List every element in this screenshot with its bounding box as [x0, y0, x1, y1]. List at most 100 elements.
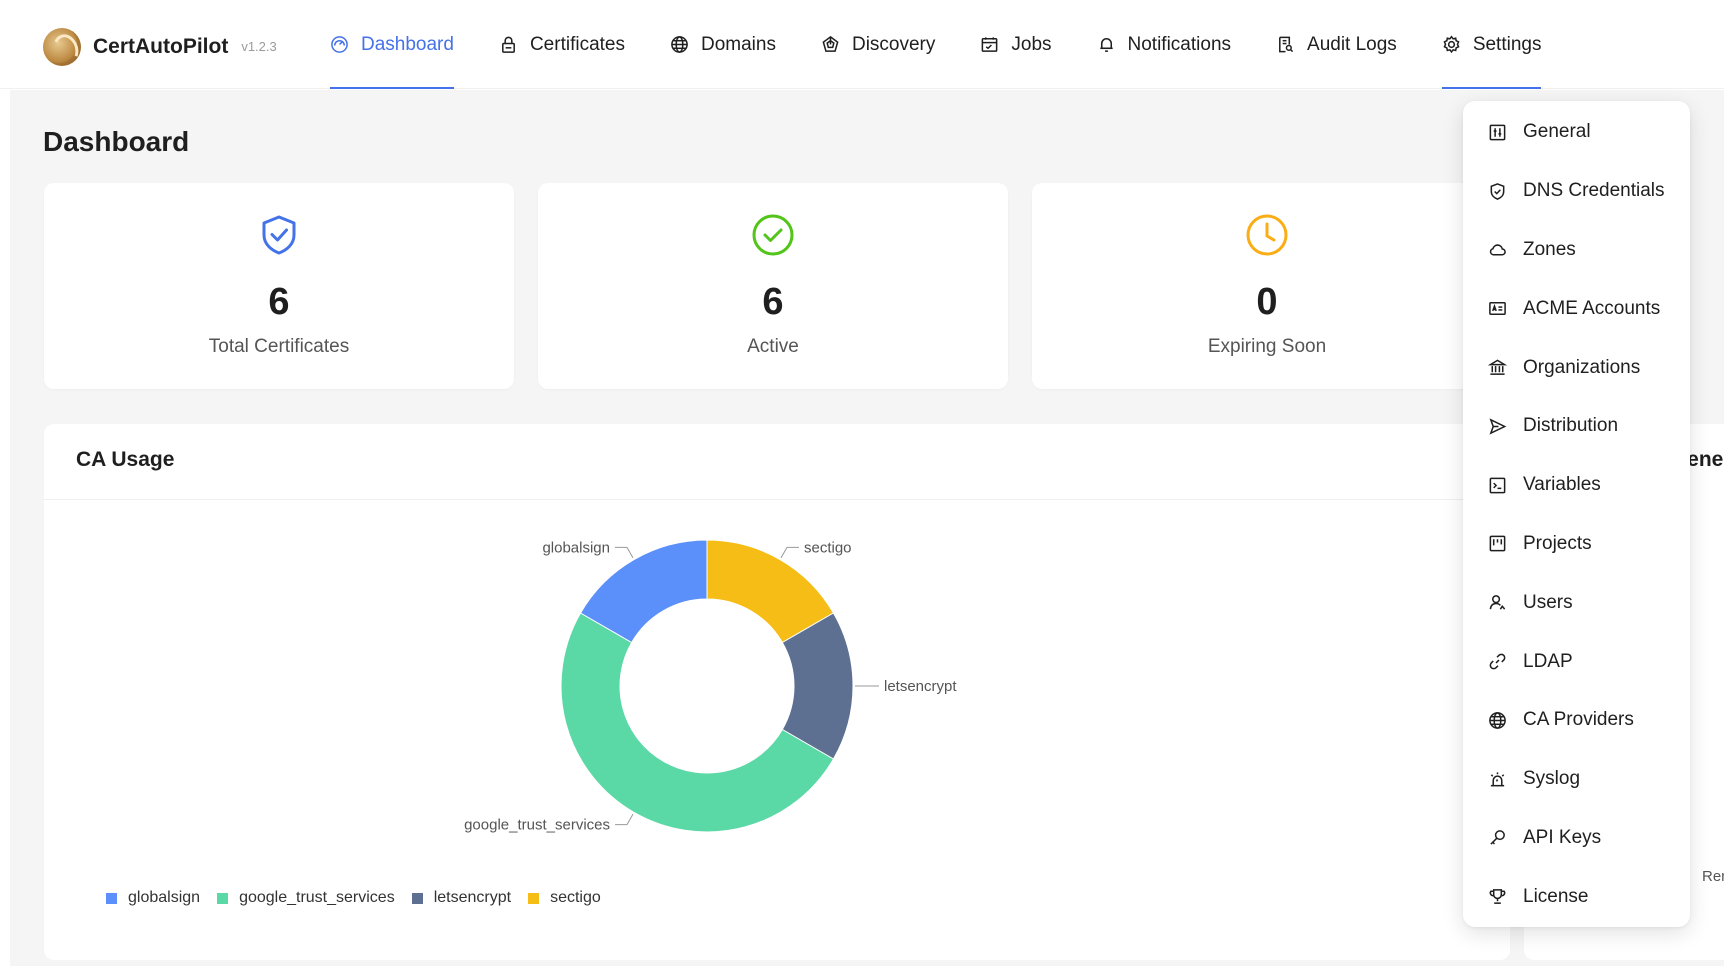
nav-settings[interactable]: Settings [1441, 0, 1542, 89]
brand[interactable]: CertAutoPilot v1.2.3 [43, 28, 277, 66]
menu-item-acme-accounts[interactable]: ACME Accounts [1463, 279, 1690, 338]
legend-swatch [106, 892, 117, 904]
legend-item-globalsign[interactable]: globalsign [106, 889, 200, 907]
calendar-check-icon [981, 37, 998, 52]
stat-value: 6 [268, 281, 290, 323]
menu-item-label: Distribution [1523, 415, 1619, 437]
nav-label: Settings [1472, 33, 1542, 55]
nav-label: Jobs [1011, 33, 1052, 55]
dashboard-icon [331, 36, 348, 53]
menu-item-label: License [1523, 885, 1589, 907]
menu-item-ldap[interactable]: LDAP [1463, 632, 1690, 691]
menu-item-label: LDAP [1523, 650, 1573, 672]
settings-dropdown-menu: General DNS Credentials Zones ACME Accou… [1463, 101, 1690, 927]
menu-item-distribution[interactable]: Distribution [1463, 397, 1690, 456]
label-line-sectigo [780, 546, 799, 559]
menu-item-label: CA Providers [1523, 709, 1634, 731]
nav-certificates[interactable]: Certificates [499, 0, 625, 89]
menu-item-label: Zones [1523, 238, 1576, 260]
nav-label: Discovery [851, 33, 936, 55]
nav-label: Notifications [1127, 33, 1232, 55]
ca-usage-donut-chart: sectigo letsencrypt google_trust_services g… [464, 539, 957, 833]
ca-usage-card-header [44, 424, 1510, 500]
legend-item-sectigo[interactable]: sectigo [528, 889, 601, 907]
send-icon [1489, 418, 1507, 435]
nav-dashboard[interactable]: Dashboard [330, 0, 454, 89]
menu-item-users[interactable]: Users [1463, 573, 1690, 632]
nav-label: Domains [700, 33, 776, 55]
menu-item-label: Variables [1523, 474, 1601, 496]
slice-label-sectigo: sectigo [804, 539, 852, 556]
nav-label: Dashboard [361, 33, 454, 55]
legend-label: sectigo [550, 889, 601, 906]
app-logo [43, 28, 81, 66]
menu-item-ca-providers[interactable]: CA Providers [1463, 691, 1690, 750]
shield-check-icon [262, 215, 296, 255]
bank-icon [1488, 359, 1507, 375]
nav-notifications[interactable]: Notifications [1097, 0, 1232, 89]
menu-item-license[interactable]: License [1463, 867, 1690, 926]
project-icon [1489, 536, 1506, 552]
menu-item-label: Projects [1523, 532, 1592, 554]
menu-item-label: DNS Credentials [1523, 180, 1665, 202]
trophy-icon [1489, 889, 1506, 905]
stat-card-total-certificates[interactable]: 6 Total Certificates [44, 183, 514, 389]
donut-slice-google-trust-services[interactable] [560, 612, 835, 833]
main-content: Dashboard 6 Total Certificates 6 Active … [10, 90, 1724, 966]
ca-usage-card: CA Usage sectigo letsencrypt google_trust_… [44, 424, 1510, 960]
stat-value: 0 [1256, 281, 1278, 323]
nav-domains[interactable]: Domains [670, 0, 776, 89]
legend-item-letsencrypt[interactable]: letsencrypt [411, 889, 512, 907]
check-circle-icon [752, 214, 794, 256]
menu-item-label: API Keys [1523, 826, 1602, 848]
menu-item-dns-credentials[interactable]: DNS Credentials [1463, 162, 1690, 221]
slice-label-letsencrypt: letsencrypt [884, 678, 957, 695]
app-name: CertAutoPilot [93, 35, 229, 58]
menu-item-label: Organizations [1523, 356, 1641, 378]
legend-label: globalsign [128, 889, 201, 906]
nav-audit-logs[interactable]: Audit Logs [1276, 0, 1397, 89]
menu-item-label: Users [1523, 591, 1573, 613]
main-nav: Dashboard Certificates Domains Discovery… [330, 0, 1586, 89]
page-title: Dashboard [43, 126, 190, 157]
menu-item-projects[interactable]: Projects [1463, 515, 1690, 574]
clock-icon [1246, 214, 1288, 256]
stat-label: Active [747, 336, 799, 357]
menu-item-label: Syslog [1523, 768, 1581, 790]
link-icon [1489, 653, 1506, 670]
legend-swatch [528, 892, 540, 904]
users-icon [1489, 595, 1506, 610]
legend-label: letsencrypt [433, 889, 512, 906]
nav-label: Audit Logs [1307, 33, 1397, 55]
menu-item-general[interactable]: General [1463, 103, 1690, 162]
menu-item-zones[interactable]: Zones [1463, 221, 1690, 280]
menu-item-variables[interactable]: Variables [1463, 456, 1690, 515]
terminal-icon [1489, 477, 1506, 494]
legend-item-google-trust-services[interactable]: google_trust_services [217, 889, 395, 907]
audit-file-icon [1279, 36, 1294, 53]
alarm-icon [1490, 772, 1505, 787]
legend-swatch [411, 892, 423, 904]
nav-jobs[interactable]: Jobs [980, 0, 1052, 89]
shield-icon [1490, 182, 1505, 200]
stat-label: Expiring Soon [1207, 336, 1327, 357]
cloud-icon [1489, 244, 1506, 256]
top-header: CertAutoPilot v1.2.3 Dashboard Certifica… [0, 0, 1724, 89]
menu-item-organizations[interactable]: Organizations [1463, 338, 1690, 397]
radar-icon [822, 35, 839, 52]
id-card-icon [1489, 302, 1506, 316]
bell-icon [1099, 38, 1113, 52]
stat-value: 6 [762, 281, 784, 323]
menu-item-syslog[interactable]: Syslog [1463, 750, 1690, 809]
stat-card-active[interactable]: 6 Active [538, 183, 1008, 389]
stat-card-expiring-soon[interactable]: 0 Expiring Soon [1032, 183, 1502, 389]
donut-slice-globalsign[interactable] [579, 539, 708, 644]
menu-item-label: ACME Accounts [1523, 297, 1661, 319]
chart-legend: globalsign google_trust_services letsencry… [106, 889, 618, 907]
gear-icon [1443, 35, 1460, 54]
sliders-icon [1489, 124, 1506, 141]
menu-item-api-keys[interactable]: API Keys [1463, 809, 1690, 868]
menu-item-label: General [1523, 121, 1591, 143]
nav-discovery[interactable]: Discovery [821, 0, 935, 89]
key-icon [1490, 830, 1505, 846]
